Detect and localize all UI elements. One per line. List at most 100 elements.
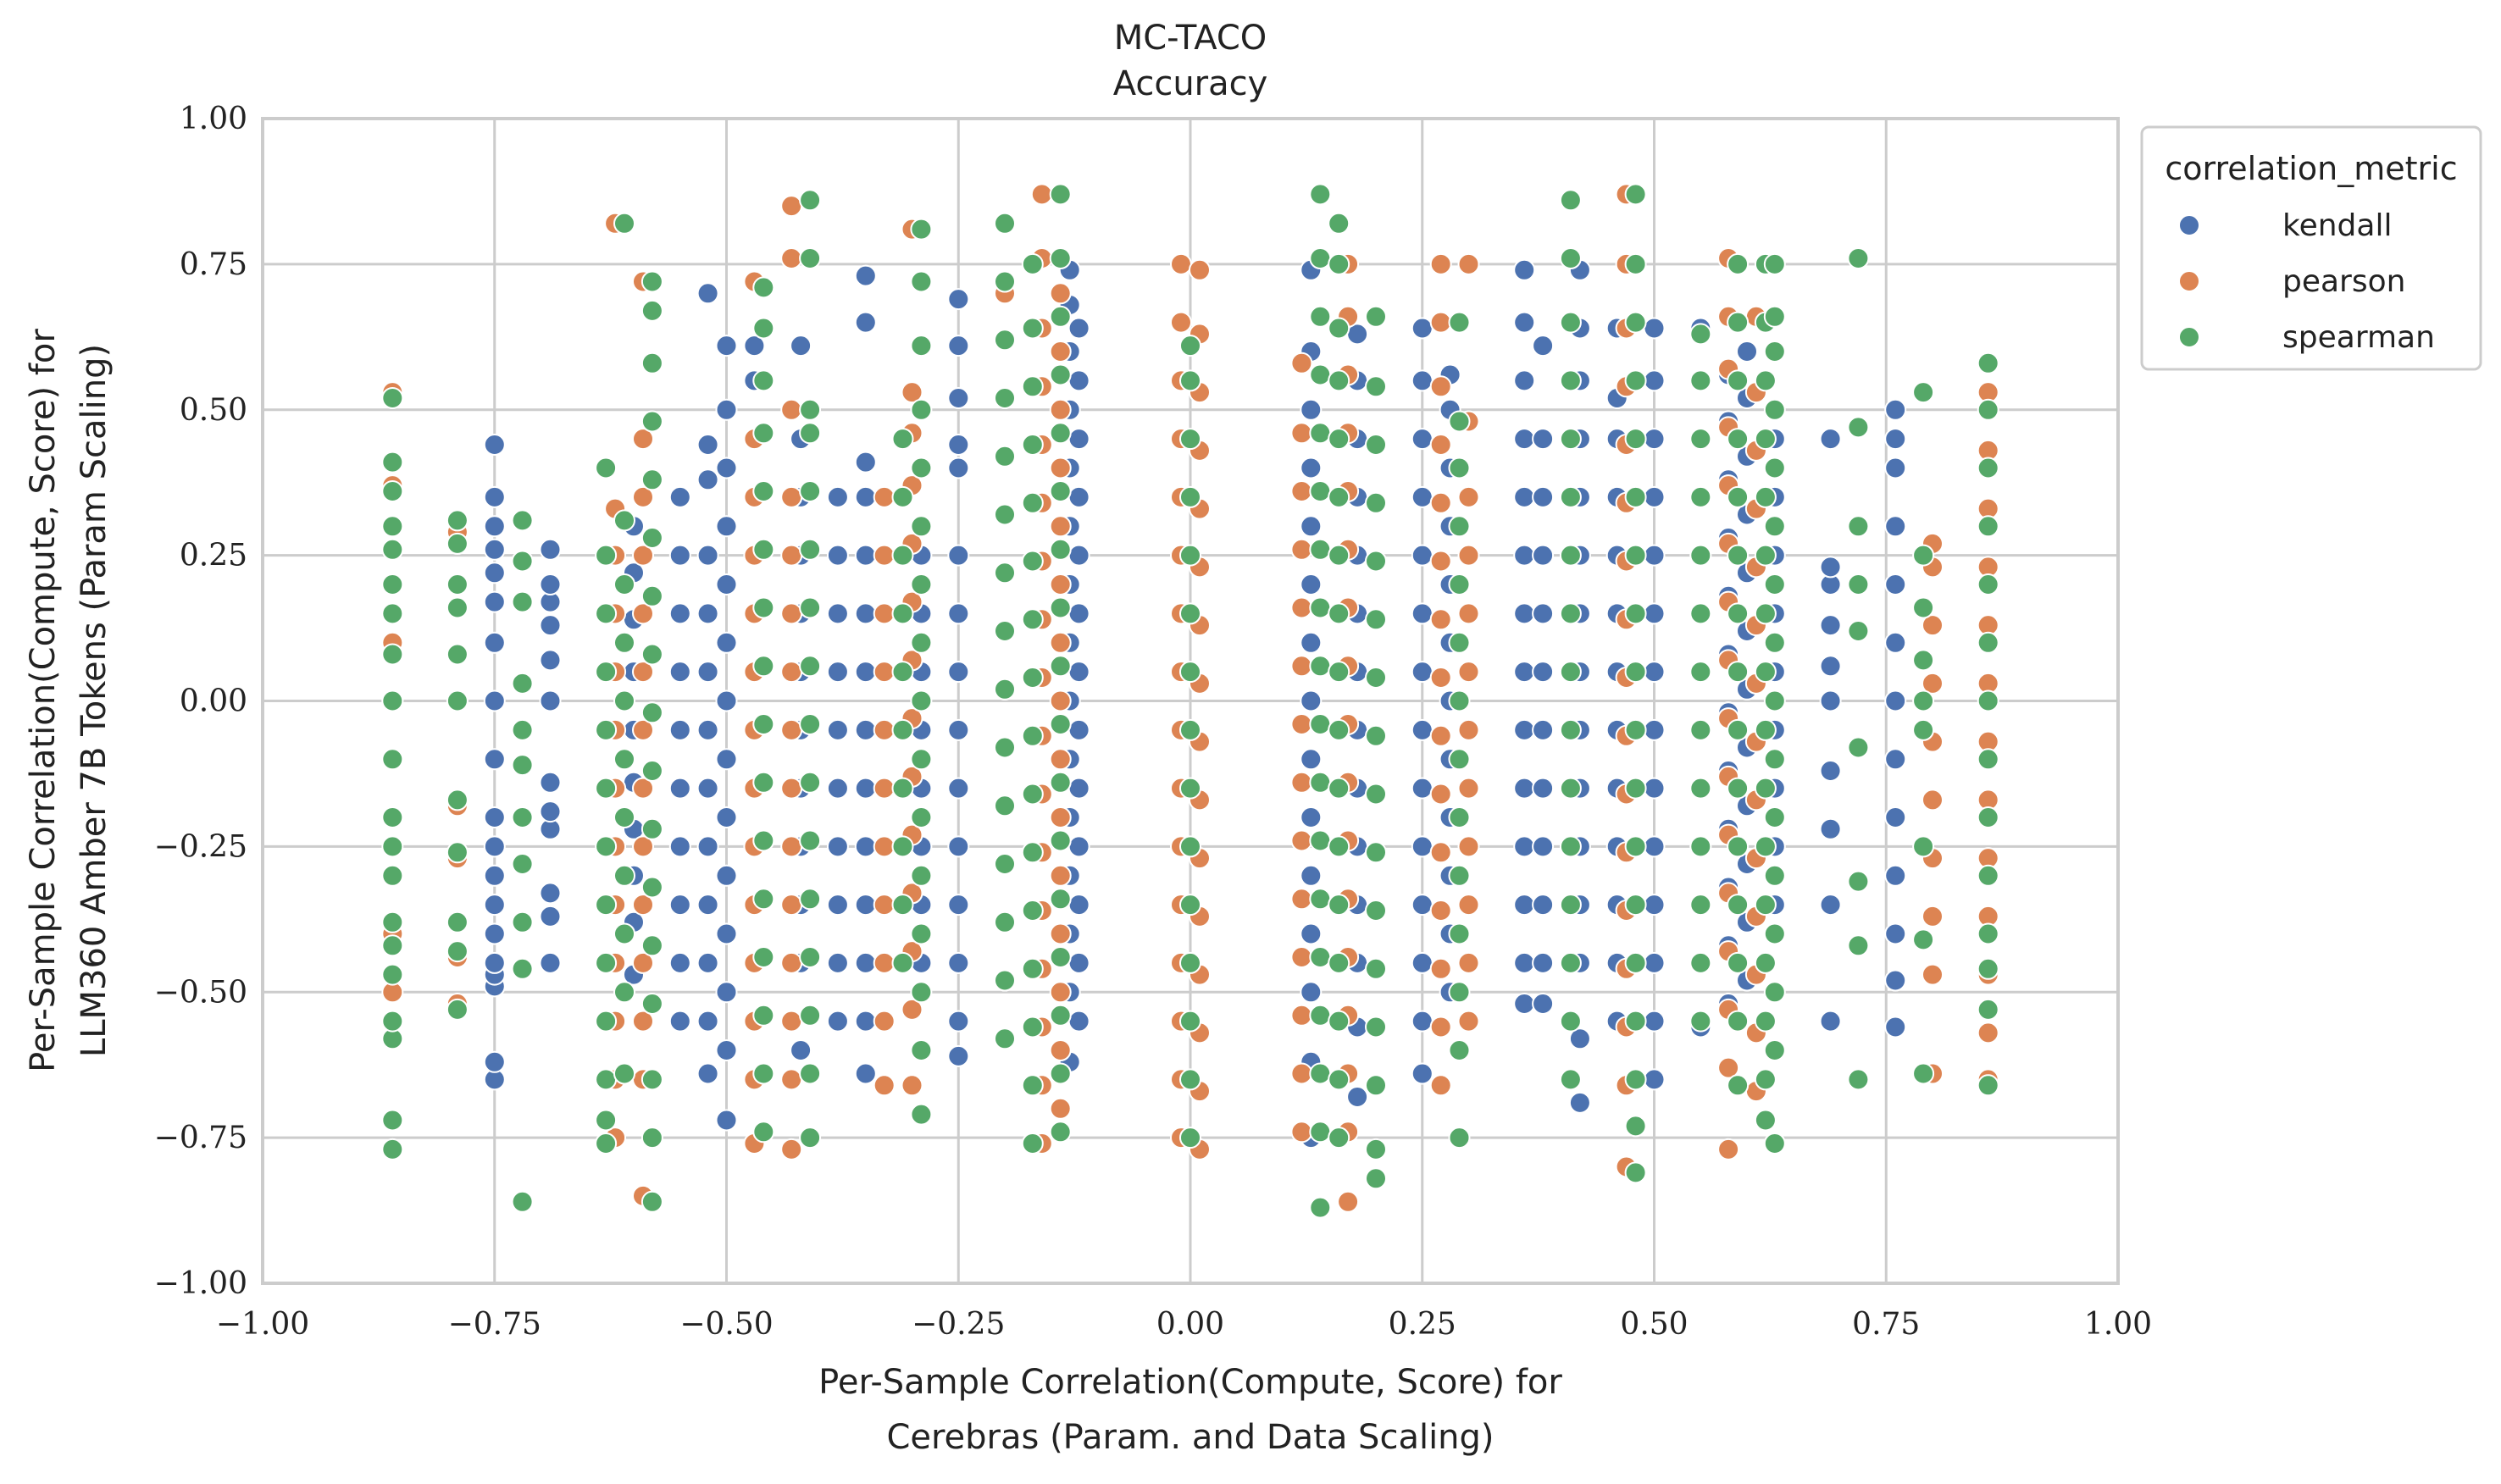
point-kendall xyxy=(1411,602,1434,625)
point-spearman xyxy=(1727,602,1750,625)
point-pearson xyxy=(780,195,803,218)
point-pearson xyxy=(780,894,803,916)
point-spearman xyxy=(1624,1010,1647,1033)
legend-label-kendall: kendall xyxy=(2282,208,2392,243)
point-kendall xyxy=(1411,777,1434,800)
point-spearman xyxy=(799,829,822,852)
point-spearman xyxy=(1763,748,1786,771)
point-pearson xyxy=(873,894,896,916)
point-spearman xyxy=(1309,538,1332,561)
point-kendall xyxy=(854,485,877,508)
point-spearman xyxy=(1977,957,1999,980)
point-kendall xyxy=(1532,951,1555,974)
point-pearson xyxy=(1922,905,1944,928)
point-kendall xyxy=(1068,1010,1090,1033)
point-spearman xyxy=(1328,369,1350,392)
point-spearman xyxy=(1365,1167,1387,1190)
point-spearman xyxy=(799,946,822,968)
point-spearman xyxy=(891,951,914,974)
point-spearman xyxy=(1624,252,1647,275)
point-spearman xyxy=(640,643,663,666)
point-spearman xyxy=(1309,363,1332,386)
point-spearman xyxy=(1977,998,1999,1021)
point-kendall xyxy=(715,1109,738,1132)
point-spearman xyxy=(1754,661,1777,684)
point-kendall xyxy=(696,468,719,491)
point-spearman xyxy=(891,485,914,508)
point-spearman xyxy=(994,911,1016,933)
point-spearman xyxy=(1847,934,1870,957)
point-kendall xyxy=(539,771,562,794)
point-kendall xyxy=(854,718,877,741)
point-pearson xyxy=(1290,538,1313,561)
point-spearman xyxy=(1328,602,1350,625)
point-kendall xyxy=(854,451,877,473)
point-spearman xyxy=(381,689,404,712)
point-kendall xyxy=(826,835,849,858)
point-kendall xyxy=(1300,922,1323,945)
point-pearson xyxy=(1290,771,1313,794)
point-kendall xyxy=(854,544,877,567)
point-spearman xyxy=(1448,457,1471,479)
point-spearman xyxy=(1365,305,1387,328)
point-spearman xyxy=(1328,1068,1350,1091)
point-pearson xyxy=(780,544,803,567)
point-spearman xyxy=(640,410,663,433)
point-spearman xyxy=(381,864,404,887)
point-kendall xyxy=(1513,428,1536,451)
point-pearson xyxy=(780,485,803,508)
point-spearman xyxy=(1847,416,1870,439)
point-spearman xyxy=(1309,183,1332,206)
point-spearman xyxy=(1727,835,1750,858)
point-spearman xyxy=(1049,1004,1072,1027)
point-kendall xyxy=(1884,806,1907,828)
point-spearman xyxy=(613,864,635,887)
point-kendall xyxy=(1068,602,1090,625)
point-kendall xyxy=(715,922,738,945)
point-spearman xyxy=(381,387,404,409)
point-spearman xyxy=(1763,341,1786,363)
point-spearman xyxy=(752,713,775,735)
point-pearson xyxy=(780,661,803,684)
point-spearman xyxy=(640,1127,663,1149)
point-pearson xyxy=(1429,550,1452,573)
point-spearman xyxy=(1689,428,1712,451)
point-spearman xyxy=(1689,718,1712,741)
point-spearman xyxy=(910,1039,933,1061)
point-spearman xyxy=(1763,806,1786,828)
point-pearson xyxy=(1457,1010,1480,1033)
point-spearman xyxy=(1021,900,1044,922)
point-kendall xyxy=(854,602,877,625)
point-spearman xyxy=(1559,777,1582,800)
point-kendall xyxy=(1884,457,1907,479)
point-spearman xyxy=(1328,1010,1350,1033)
point-kendall xyxy=(1300,515,1323,538)
point-spearman xyxy=(752,480,775,502)
point-spearman xyxy=(1912,835,1935,858)
point-spearman xyxy=(910,689,933,712)
point-pearson xyxy=(1049,864,1072,887)
point-spearman xyxy=(640,299,663,322)
point-spearman xyxy=(446,643,469,666)
y-tick-label: −0.25 xyxy=(154,829,247,864)
point-kendall xyxy=(696,282,719,305)
point-kendall xyxy=(1411,485,1434,508)
point-kendall xyxy=(1068,369,1090,392)
data-points xyxy=(381,183,1999,1219)
point-spearman xyxy=(1448,410,1471,433)
point-pearson xyxy=(1429,957,1452,980)
point-kendall xyxy=(668,485,691,508)
point-kendall xyxy=(668,544,691,567)
point-spearman xyxy=(1021,375,1044,398)
point-kendall xyxy=(696,951,719,974)
point-spearman xyxy=(1727,777,1750,800)
point-spearman xyxy=(994,445,1016,468)
point-spearman xyxy=(511,590,534,613)
legend: correlation_metric kendall pearson spear… xyxy=(2140,125,2482,371)
point-pearson xyxy=(1290,655,1313,678)
point-spearman xyxy=(891,544,914,567)
point-kendall xyxy=(1411,1062,1434,1085)
point-kendall xyxy=(947,894,970,916)
point-kendall xyxy=(539,538,562,561)
